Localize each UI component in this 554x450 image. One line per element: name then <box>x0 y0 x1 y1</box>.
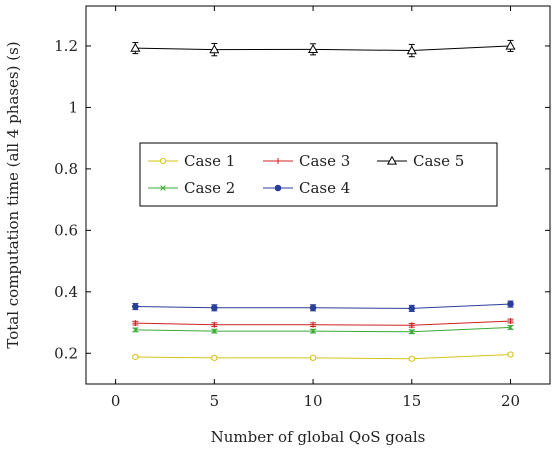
plot-frame <box>85 5 551 385</box>
x-tick-label: 15 <box>402 392 421 410</box>
data-point <box>408 322 415 329</box>
series-5 <box>130 39 516 58</box>
series-1 <box>132 351 514 362</box>
marker-shape <box>386 155 398 165</box>
data-point <box>507 318 514 324</box>
legend-marker <box>274 184 282 192</box>
data-point <box>408 305 416 312</box>
marker-shape <box>507 300 514 308</box>
marker-shape <box>211 304 218 312</box>
legend-label: Case 2 <box>184 179 235 197</box>
legend-marker <box>159 157 167 165</box>
data-point <box>211 304 218 312</box>
data-point <box>406 45 417 55</box>
series-3 <box>132 318 514 329</box>
legend: Case 1 Case 3 Case 5 Case 2 Case 4 <box>139 142 498 207</box>
x-tick-label: 0 <box>111 392 121 410</box>
y-tick-label: 0.4 <box>54 283 78 301</box>
marker-shape <box>310 328 316 334</box>
data-point <box>507 324 514 331</box>
data-point <box>409 329 415 335</box>
series-2 <box>132 324 514 335</box>
y-tick-label: 0.2 <box>54 344 78 362</box>
legend-entry: Case 4 <box>263 179 350 197</box>
marker-shape <box>505 40 516 50</box>
marker-shape <box>160 185 166 191</box>
marker-shape <box>211 354 218 361</box>
series-4 <box>132 300 514 312</box>
y-tick-label: 1.2 <box>54 37 78 55</box>
data-point <box>211 321 218 328</box>
data-point <box>132 353 139 361</box>
x-axis-title: Number of global QoS goals <box>211 428 426 446</box>
y-tick-label: 0.6 <box>54 221 78 239</box>
data-point <box>507 351 514 358</box>
legend-entry: Case 5 <box>377 152 464 170</box>
marker-shape <box>132 303 139 310</box>
legend-marker <box>160 185 166 191</box>
marker-shape <box>409 329 415 335</box>
x-tick-label: 20 <box>501 392 520 410</box>
data-point <box>408 355 415 362</box>
y-tick-label: 0.8 <box>54 160 78 178</box>
series-line <box>135 326 511 333</box>
marker-shape <box>209 44 220 54</box>
marker-shape <box>130 42 141 52</box>
data-point <box>310 328 316 334</box>
marker-shape <box>507 351 514 358</box>
marker-shape <box>309 304 317 312</box>
data-point <box>310 321 317 328</box>
legend-label: Case 3 <box>299 152 350 170</box>
marker-shape <box>274 184 282 192</box>
legend-marker <box>386 155 398 165</box>
legend-box <box>139 142 498 207</box>
legend-label: Case 4 <box>299 179 350 197</box>
y-axis-title: Total computation time (all 4 phases) (s… <box>4 41 22 348</box>
legend-entry: Case 2 <box>148 179 235 197</box>
data-point <box>505 40 516 50</box>
x-tick-label: 5 <box>210 392 220 410</box>
data-point <box>211 328 218 334</box>
data-point <box>308 44 319 53</box>
legend-marker <box>275 158 281 164</box>
marker-shape <box>309 354 317 361</box>
series-line <box>135 320 511 326</box>
legend-label: Case 5 <box>413 152 464 170</box>
plot-area <box>130 39 516 362</box>
marker-shape <box>408 355 415 362</box>
marker-shape <box>159 157 167 165</box>
marker-shape <box>507 324 514 331</box>
data-point <box>309 354 317 361</box>
series-line <box>135 45 511 52</box>
data-point <box>132 327 139 333</box>
marker-shape <box>132 327 139 333</box>
data-point <box>130 42 141 52</box>
series-line <box>135 353 511 360</box>
series-line <box>135 303 511 309</box>
marker-shape <box>408 305 416 312</box>
data-point <box>209 44 220 54</box>
data-point <box>132 320 139 327</box>
marker-shape <box>132 353 139 361</box>
y-tick-label: 1 <box>68 98 78 116</box>
marker-shape <box>406 45 417 55</box>
marker-shape <box>211 328 218 334</box>
legend-entry: Case 1 <box>148 152 235 170</box>
data-point <box>132 303 139 310</box>
x-tick-label: 10 <box>304 392 323 410</box>
axes: 0 5 10 15 20 0.2 0.4 0.6 0.8 1 1.2 <box>54 5 551 410</box>
data-point <box>211 354 218 361</box>
data-point <box>309 304 317 312</box>
legend-label: Case 1 <box>184 152 235 170</box>
marker-shape <box>308 44 319 53</box>
legend-entry: Case 3 <box>263 152 350 170</box>
data-point <box>507 300 514 308</box>
